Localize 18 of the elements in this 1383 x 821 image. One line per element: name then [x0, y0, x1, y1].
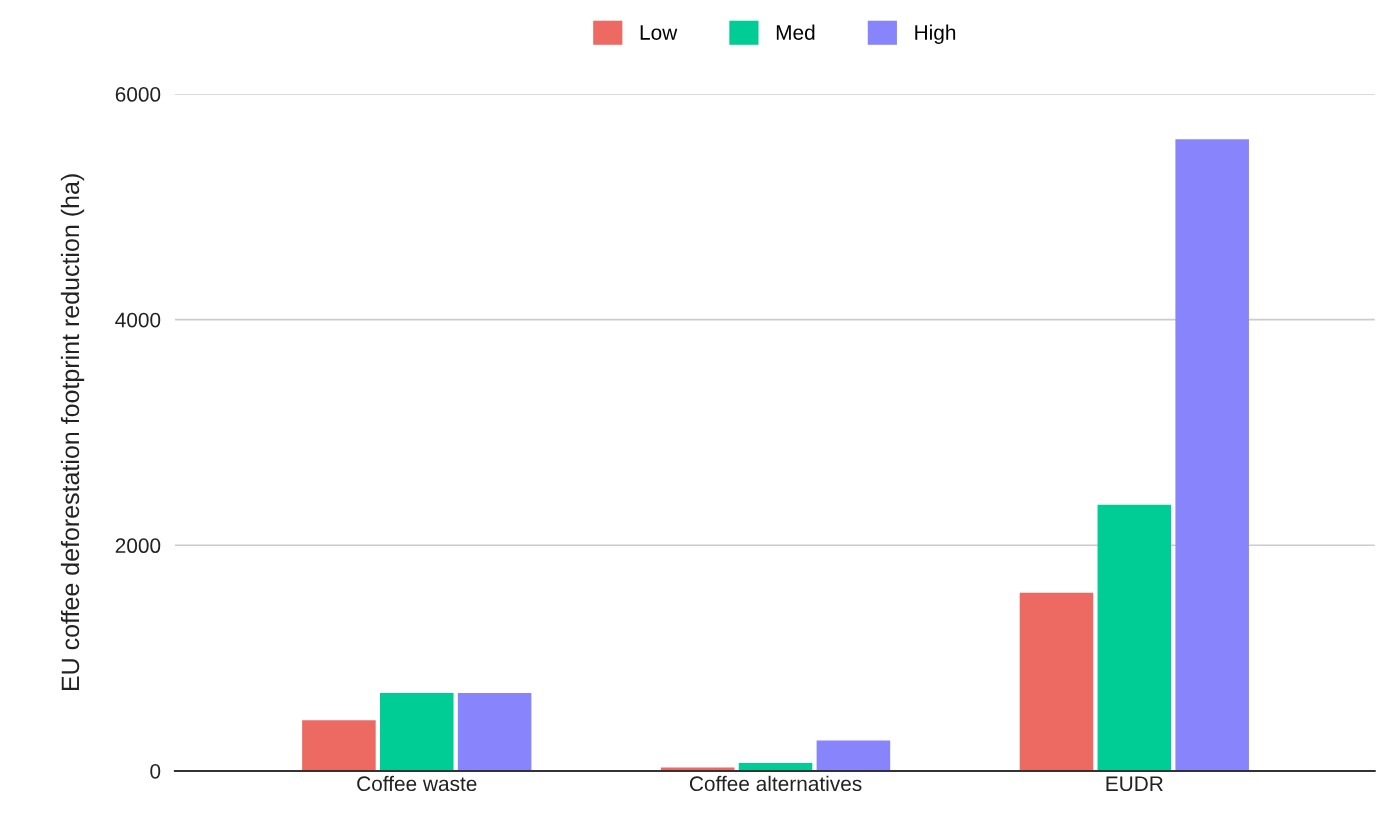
- bar: [379, 693, 454, 771]
- bar: [302, 720, 376, 771]
- bar: [1019, 592, 1094, 771]
- bar: [457, 693, 532, 771]
- legend-label: Low: [640, 25, 678, 40]
- legend-label: Med: [776, 24, 815, 40]
- bar: [1175, 139, 1249, 771]
- y-tick-label: 6000: [115, 87, 161, 102]
- bar: [816, 740, 891, 771]
- y-axis-title: EU coffee deforestation footprint reduction (ha): [60, 174, 85, 691]
- legend-label: High: [915, 24, 956, 45]
- x-tick-label: Coffee waste: [357, 775, 477, 792]
- y-tick-label: 2000: [115, 538, 161, 554]
- x-tick-label: EUDR: [1106, 776, 1163, 792]
- x-tick-label: Coffee alternatives: [689, 775, 862, 792]
- y-tick-label: 4000: [115, 312, 161, 328]
- y-tick-label: 0: [150, 763, 161, 779]
- bar: [1097, 504, 1172, 771]
